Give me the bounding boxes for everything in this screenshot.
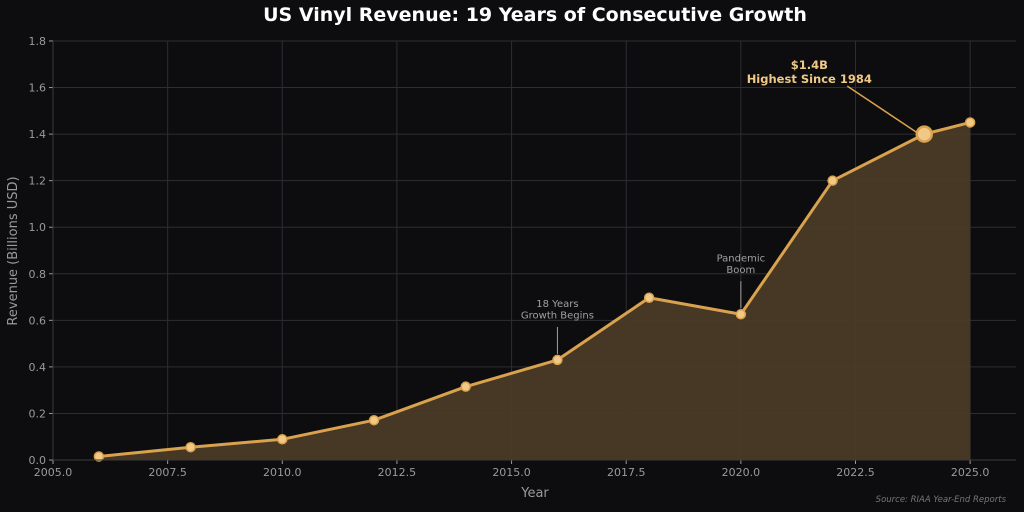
x-tick-label: 2012.5 bbox=[378, 466, 417, 479]
y-tick-label: 1.6 bbox=[29, 82, 47, 95]
area-layer bbox=[98, 122, 971, 460]
data-point bbox=[827, 175, 838, 186]
y-axis-label: Revenue (Billions USD) bbox=[6, 176, 21, 325]
x-axis-label: Year bbox=[520, 486, 549, 501]
y-tick-label: 0.6 bbox=[29, 314, 47, 327]
x-tick-label: 2007.5 bbox=[148, 466, 187, 479]
x-tick-label: 2005.0 bbox=[34, 466, 73, 479]
data-point bbox=[185, 441, 196, 453]
y-tick-label: 1.2 bbox=[29, 175, 47, 188]
growth-begins-text: 18 Years bbox=[536, 299, 578, 310]
highest-since-text: Highest Since 1984 bbox=[747, 72, 872, 86]
y-tick-label: 0.8 bbox=[29, 268, 47, 281]
y-tick-label: 0.4 bbox=[29, 361, 47, 374]
highest-since-text: $1.4B bbox=[791, 58, 828, 72]
x-tick-label: 2025.0 bbox=[951, 466, 990, 479]
axis-layer: 2005.0 2007.5 2010.0 2012.5 2015.0 2017.5 2020… bbox=[29, 35, 1016, 479]
data-point bbox=[552, 354, 563, 366]
pandemic-boom-text: Boom bbox=[726, 265, 755, 276]
pandemic-boom-text: Pandemic bbox=[717, 253, 766, 264]
y-tick-label: 1.8 bbox=[29, 35, 47, 48]
y-tick-label: 0.2 bbox=[29, 407, 47, 420]
y-tick-label: 1.0 bbox=[29, 221, 47, 234]
source-note: Source: RIAA Year-End Reports bbox=[876, 495, 1007, 505]
y-tick-label: 1.4 bbox=[29, 128, 47, 141]
highest-since-pointer bbox=[846, 85, 917, 133]
x-tick-label: 2017.5 bbox=[607, 466, 646, 479]
data-point bbox=[368, 414, 380, 426]
data-point bbox=[93, 451, 105, 462]
data-point bbox=[964, 117, 976, 128]
data-point-highlight bbox=[915, 125, 934, 143]
x-tick-label: 2010.0 bbox=[263, 466, 302, 479]
data-point bbox=[643, 292, 655, 304]
data-point bbox=[277, 434, 288, 445]
data-point bbox=[460, 381, 471, 392]
revenue-area bbox=[98, 122, 971, 460]
y-tick-label: 0.0 bbox=[29, 454, 47, 467]
data-point bbox=[735, 309, 747, 320]
x-tick-label: 2015.0 bbox=[492, 466, 531, 479]
marker-layer bbox=[93, 117, 976, 462]
x-tick-label: 2020.0 bbox=[722, 466, 761, 479]
x-tick-label: 2022.5 bbox=[836, 466, 875, 479]
chart-title: US Vinyl Revenue: 19 Years of Consecutiv… bbox=[263, 4, 807, 26]
growth-begins-text: Growth Begins bbox=[521, 310, 594, 321]
